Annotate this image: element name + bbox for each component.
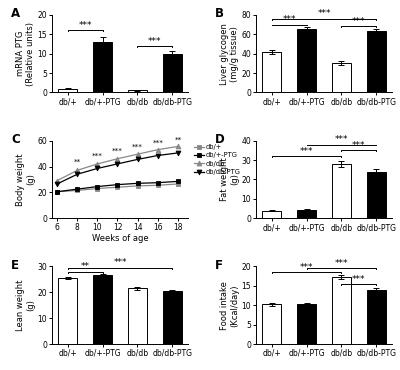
Y-axis label: Liver glycogen
(mg/g tissue): Liver glycogen (mg/g tissue) <box>220 23 239 85</box>
Text: ***: *** <box>132 144 143 150</box>
db/db-PTG <box>115 162 120 166</box>
Bar <box>163 54 182 92</box>
db/db <box>176 144 180 149</box>
Text: ***: *** <box>335 259 348 268</box>
db/+ <box>135 184 140 188</box>
db/+ <box>75 188 80 193</box>
Text: ***: *** <box>113 259 127 268</box>
Text: D: D <box>215 133 225 146</box>
db/db <box>95 162 100 166</box>
Bar <box>128 289 147 344</box>
db/+-PTG <box>176 179 180 184</box>
Text: F: F <box>215 259 223 272</box>
Text: A: A <box>11 7 20 20</box>
db/+-PTG <box>115 182 120 187</box>
db/+ <box>176 182 180 186</box>
Line: db/db-PTG: db/db-PTG <box>55 151 180 186</box>
Bar <box>332 164 351 218</box>
Text: ***: *** <box>78 21 92 30</box>
db/db <box>155 148 160 152</box>
db/db-PTG <box>176 151 180 155</box>
Text: E: E <box>11 259 19 272</box>
Text: ***: *** <box>112 148 123 154</box>
Bar <box>297 305 316 344</box>
Bar <box>128 90 147 92</box>
db/db-PTG <box>135 157 140 162</box>
db/db-PTG <box>155 153 160 158</box>
db/db-PTG <box>55 182 60 186</box>
Line: db/db: db/db <box>55 144 180 183</box>
db/+-PTG <box>55 189 60 194</box>
db/db <box>135 152 140 157</box>
db/+-PTG <box>135 181 140 185</box>
Bar <box>93 276 112 344</box>
Text: C: C <box>11 133 20 146</box>
Y-axis label: Lean weight
(g): Lean weight (g) <box>16 280 35 331</box>
db/+ <box>115 185 120 189</box>
Bar <box>93 42 112 92</box>
Text: **: ** <box>74 159 81 165</box>
db/+-PTG <box>75 187 80 191</box>
Text: **: ** <box>81 262 90 271</box>
db/db-PTG <box>75 172 80 176</box>
Bar <box>367 172 386 218</box>
Text: **: ** <box>174 137 182 143</box>
Bar <box>367 290 386 344</box>
Line: db/+-PTG: db/+-PTG <box>55 179 180 194</box>
Bar <box>262 305 281 344</box>
Bar <box>58 88 77 92</box>
Y-axis label: mRNA PTG
(Relative units): mRNA PTG (Relative units) <box>16 21 36 85</box>
db/+ <box>95 186 100 191</box>
db/+-PTG <box>155 181 160 185</box>
Bar <box>332 63 351 92</box>
Text: ***: *** <box>335 135 348 144</box>
Bar <box>297 29 316 92</box>
Bar <box>332 277 351 344</box>
Bar <box>58 278 77 344</box>
db/db <box>115 157 120 161</box>
Bar <box>262 52 281 92</box>
Bar <box>163 291 182 344</box>
Bar <box>297 209 316 218</box>
Text: ***: *** <box>282 15 296 24</box>
Y-axis label: Fat weight
(g): Fat weight (g) <box>220 158 239 201</box>
Legend: db/+, db/+-PTG, db/db, db/db-PTG: db/+, db/+-PTG, db/db, db/db-PTG <box>194 144 241 175</box>
db/db <box>75 168 80 173</box>
Text: ***: *** <box>152 140 163 146</box>
Text: ***: *** <box>352 141 366 150</box>
Text: ***: *** <box>92 153 103 159</box>
Text: ***: *** <box>352 17 366 26</box>
Line: db/+: db/+ <box>55 182 180 194</box>
db/db-PTG <box>95 166 100 171</box>
db/+-PTG <box>95 184 100 189</box>
Y-axis label: Food intake
(Kcal/day): Food intake (Kcal/day) <box>220 281 240 330</box>
db/db <box>55 178 60 183</box>
Text: ***: *** <box>317 9 331 18</box>
Text: ***: *** <box>300 263 313 272</box>
Text: ***: *** <box>352 275 366 284</box>
Text: ***: *** <box>300 147 313 156</box>
Bar <box>262 211 281 218</box>
Text: B: B <box>215 7 224 20</box>
db/+ <box>155 183 160 188</box>
db/+ <box>55 189 60 194</box>
X-axis label: Weeks of age: Weeks of age <box>92 233 148 242</box>
Text: ***: *** <box>148 37 162 46</box>
Y-axis label: Body weight
(g): Body weight (g) <box>16 153 35 206</box>
Bar <box>367 31 386 92</box>
